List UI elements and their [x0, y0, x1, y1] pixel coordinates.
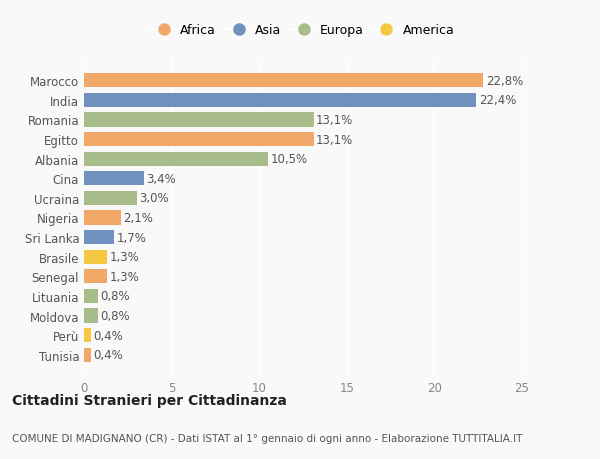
Bar — [84, 74, 484, 88]
Text: 13,1%: 13,1% — [316, 133, 353, 146]
Text: COMUNE DI MADIGNANO (CR) - Dati ISTAT al 1° gennaio di ogni anno - Elaborazione : COMUNE DI MADIGNANO (CR) - Dati ISTAT al… — [12, 433, 523, 442]
Bar — [84, 309, 98, 323]
Text: 0,8%: 0,8% — [101, 309, 130, 322]
Text: 3,0%: 3,0% — [139, 192, 169, 205]
Bar — [84, 191, 137, 206]
Text: Cittadini Stranieri per Cittadinanza: Cittadini Stranieri per Cittadinanza — [12, 393, 287, 407]
Text: 3,4%: 3,4% — [146, 173, 176, 185]
Bar — [84, 172, 143, 186]
Text: 13,1%: 13,1% — [316, 114, 353, 127]
Bar — [84, 289, 98, 303]
Text: 1,3%: 1,3% — [109, 251, 139, 263]
Bar — [84, 133, 314, 147]
Bar — [84, 348, 91, 362]
Text: 0,4%: 0,4% — [94, 329, 124, 342]
Text: 0,4%: 0,4% — [94, 348, 124, 361]
Text: 10,5%: 10,5% — [271, 153, 308, 166]
Text: 22,4%: 22,4% — [479, 94, 517, 107]
Bar — [84, 250, 107, 264]
Text: 22,8%: 22,8% — [486, 75, 523, 88]
Bar — [84, 113, 314, 127]
Text: 0,8%: 0,8% — [101, 290, 130, 303]
Bar — [84, 230, 114, 245]
Text: 2,1%: 2,1% — [124, 212, 153, 224]
Bar — [84, 94, 476, 108]
Bar — [84, 328, 91, 342]
Text: 1,7%: 1,7% — [116, 231, 146, 244]
Legend: Africa, Asia, Europa, America: Africa, Asia, Europa, America — [149, 22, 457, 39]
Bar — [84, 152, 268, 166]
Bar — [84, 211, 121, 225]
Text: 1,3%: 1,3% — [109, 270, 139, 283]
Bar — [84, 269, 107, 284]
